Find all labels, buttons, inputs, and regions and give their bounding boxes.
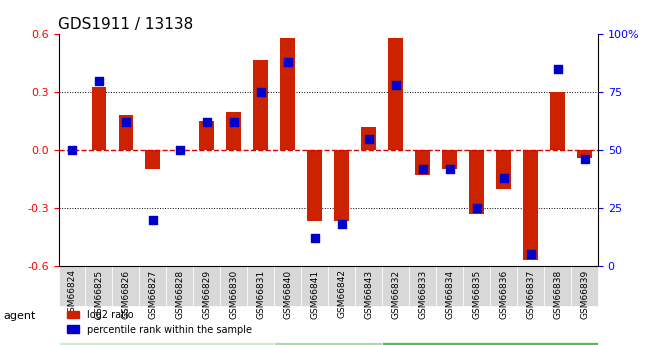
FancyBboxPatch shape [302,266,328,306]
Point [67,147,77,153]
Point [121,120,131,125]
Text: GSM66831: GSM66831 [256,269,265,319]
FancyBboxPatch shape [436,266,463,306]
Bar [361,127,376,150]
Text: GSM66842: GSM66842 [337,269,346,318]
Text: GSM66824: GSM66824 [68,269,77,318]
Text: GDS1911 / 13138: GDS1911 / 13138 [58,17,194,32]
Legend: log2 ratio, percentile rank within the sample: log2 ratio, percentile rank within the s… [63,306,255,338]
Text: GSM66835: GSM66835 [472,269,481,319]
Bar [442,150,457,169]
FancyBboxPatch shape [490,266,517,306]
Point [471,205,482,211]
Bar [118,116,133,150]
Bar [388,38,403,150]
Bar [334,150,349,221]
Point [499,175,509,181]
Text: GSM66828: GSM66828 [176,269,185,318]
Point [94,78,104,83]
FancyBboxPatch shape [355,266,382,306]
Text: GSM66830: GSM66830 [229,269,239,319]
Point [363,136,374,141]
Text: GSM66826: GSM66826 [122,269,131,318]
Text: GSM66829: GSM66829 [202,269,211,318]
FancyBboxPatch shape [112,266,140,306]
FancyBboxPatch shape [571,266,598,306]
FancyBboxPatch shape [328,266,355,306]
Text: GSM66840: GSM66840 [283,269,292,318]
FancyBboxPatch shape [247,266,274,306]
Point [579,157,590,162]
Point [148,217,158,222]
FancyBboxPatch shape [410,266,436,306]
Bar [146,150,161,169]
Bar [469,150,484,214]
Text: GSM66836: GSM66836 [499,269,508,319]
FancyBboxPatch shape [58,266,85,306]
Point [445,166,455,171]
Bar [92,87,107,150]
FancyBboxPatch shape [382,342,598,345]
Bar [550,92,565,150]
Point [229,120,239,125]
FancyBboxPatch shape [274,266,302,306]
Text: GSM66833: GSM66833 [418,269,427,319]
Text: agent: agent [3,311,36,321]
Bar [200,121,214,150]
Text: GSM66839: GSM66839 [580,269,589,319]
Point [417,166,428,171]
Bar [496,150,511,189]
Bar [307,150,322,221]
FancyBboxPatch shape [85,266,112,306]
Point [337,221,347,227]
FancyBboxPatch shape [382,266,410,306]
Text: GSM66834: GSM66834 [445,269,454,318]
Text: GSM66841: GSM66841 [310,269,319,318]
Point [202,120,212,125]
Bar [226,111,241,150]
Bar [280,38,295,150]
FancyBboxPatch shape [220,266,247,306]
Bar [577,150,592,158]
Text: GSM66827: GSM66827 [148,269,157,318]
FancyBboxPatch shape [274,342,382,345]
Point [391,83,401,88]
Text: GSM66843: GSM66843 [364,269,373,318]
Text: GSM66832: GSM66832 [391,269,400,318]
Text: GSM66838: GSM66838 [553,269,562,319]
Point [309,235,320,241]
Point [255,90,266,95]
Point [552,67,563,72]
FancyBboxPatch shape [140,266,166,306]
Text: GSM66825: GSM66825 [94,269,103,318]
FancyBboxPatch shape [517,266,544,306]
FancyBboxPatch shape [463,266,490,306]
FancyBboxPatch shape [166,266,194,306]
Bar [254,60,268,150]
FancyBboxPatch shape [58,342,274,345]
Point [283,59,293,65]
FancyBboxPatch shape [194,266,220,306]
Bar [523,150,538,260]
FancyBboxPatch shape [544,266,571,306]
Point [525,252,536,257]
Bar [415,150,430,175]
Text: GSM66837: GSM66837 [526,269,535,319]
Point [175,147,185,153]
